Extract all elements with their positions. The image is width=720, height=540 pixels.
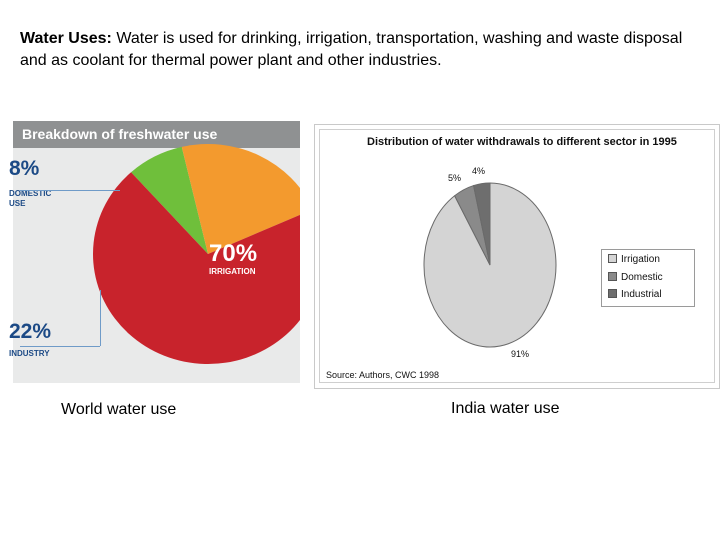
- industry-label: INDUSTRY: [9, 349, 50, 358]
- domestic-label: DOMESTIC USE: [9, 189, 52, 208]
- domestic-percent: 8%: [9, 157, 40, 180]
- irrigation-stat: 70% IRRIGATION: [209, 241, 257, 277]
- intro-paragraph: Water Uses: Water is used for drinking, …: [20, 28, 710, 72]
- india-slice-irrigation: [423, 182, 557, 348]
- pie-slice-irrigation: [93, 172, 300, 364]
- india-chart-source: Source: Authors, CWC 1998: [326, 370, 440, 380]
- pie-slice-industry: [181, 143, 300, 254]
- domestic-leader-line: [20, 190, 120, 191]
- intro-heading: Water Uses:: [20, 30, 112, 47]
- india-caption: India water use: [451, 400, 560, 417]
- industry-percent: 22%: [9, 320, 52, 343]
- domestic-stat: 8% DOMESTIC USE: [9, 158, 67, 209]
- india-legend: Irrigation Domestic Industrial: [601, 249, 695, 307]
- world-chart-panel: Breakdown of freshwater use: [13, 121, 300, 383]
- india-slice-industrial: [473, 182, 491, 266]
- pie-slice-domestic: [131, 146, 208, 254]
- world-chart-title: Breakdown of freshwater use: [13, 121, 300, 148]
- intro-text: Water is used for drinking, irrigation, …: [20, 30, 683, 69]
- legend-swatch-domestic: [608, 271, 617, 281]
- industry-stat: 22% INDUSTRY: [9, 321, 51, 359]
- india-chart-frame: [319, 129, 715, 383]
- legend-item-domestic: Domestic: [608, 271, 663, 285]
- india-domestic-pct-label: 5%: [448, 173, 462, 183]
- legend-item-irrigation: Irrigation: [608, 253, 660, 267]
- india-industrial-pct-label: 4%: [472, 166, 486, 176]
- india-irrigation-pct-label: 91%: [511, 349, 530, 359]
- legend-swatch-industrial: [608, 288, 617, 298]
- legend-swatch-irrigation: [608, 253, 617, 263]
- legend-label-irrigation: Irrigation: [621, 254, 660, 265]
- india-pie-chart: [423, 182, 557, 348]
- world-caption: World water use: [61, 401, 177, 418]
- world-pie-chart: [93, 143, 300, 364]
- legend-label-industrial: Industrial: [621, 289, 662, 300]
- legend-item-industrial: Industrial: [608, 288, 662, 302]
- industry-leader-vertical: [100, 290, 101, 346]
- irrigation-label: IRRIGATION: [209, 267, 256, 276]
- india-chart-title: Distribution of water withdrawals to dif…: [367, 136, 677, 148]
- irrigation-percent: 70%: [209, 240, 258, 267]
- legend-label-domestic: Domestic: [621, 272, 663, 283]
- industry-leader-line: [20, 346, 100, 347]
- india-chart-panel: Distribution of water withdrawals to dif…: [314, 124, 720, 389]
